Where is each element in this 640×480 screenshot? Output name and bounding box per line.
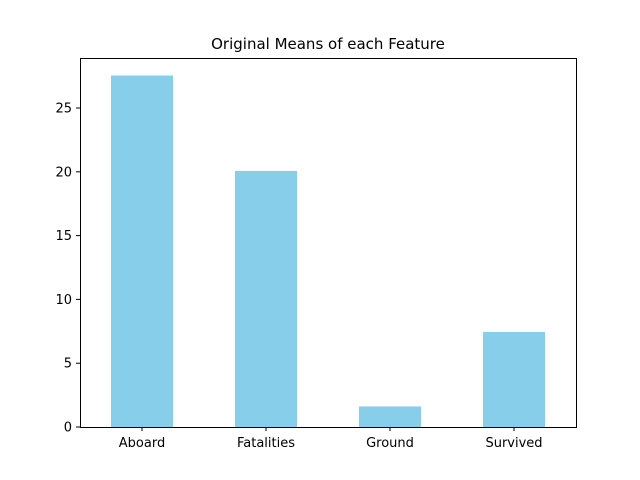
x-tick-label: Aboard — [119, 436, 165, 451]
y-tick-label: 20 — [55, 165, 72, 180]
x-tick-label: Fatalities — [237, 436, 295, 451]
plot-frame — [80, 58, 577, 428]
bar-ground — [359, 406, 421, 427]
bar-fatalities — [235, 170, 297, 428]
x-axis: Aboard Fatalities Ground Survived — [119, 427, 543, 451]
y-tick-label: 5 — [64, 357, 72, 372]
y-tick-label: 25 — [55, 102, 72, 117]
y-tick-label: 15 — [55, 229, 72, 244]
bar-survived — [483, 331, 545, 427]
bar-aboard — [111, 75, 173, 428]
x-tick-label: Survived — [485, 436, 542, 451]
y-axis: 0 5 10 15 20 25 — [55, 102, 80, 436]
bars-layer — [111, 75, 545, 428]
y-tick-label: 10 — [55, 293, 72, 308]
y-tick-label: 0 — [64, 421, 72, 436]
chart-title: Original Means of each Feature — [211, 35, 445, 53]
x-tick-label: Ground — [366, 436, 414, 451]
